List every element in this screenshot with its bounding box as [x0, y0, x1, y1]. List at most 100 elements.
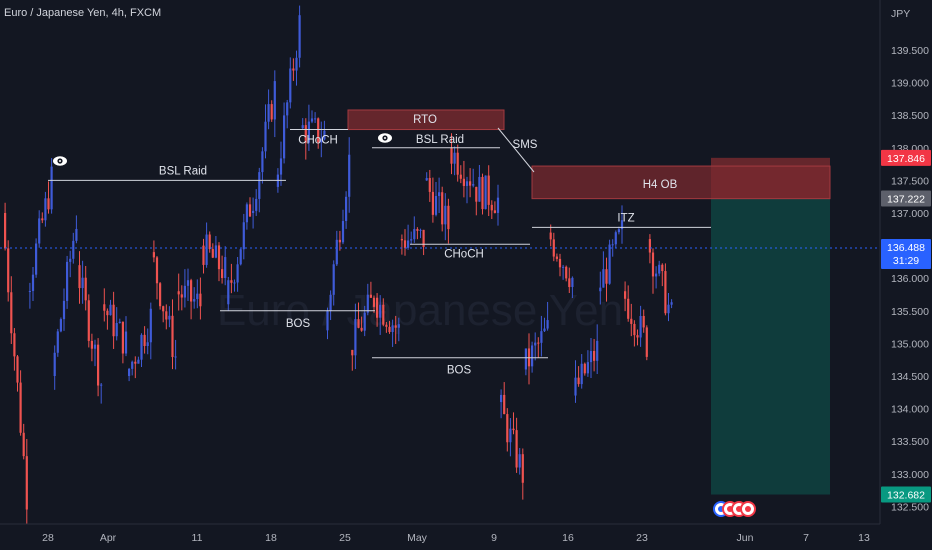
price-tick-label: 135.500 — [891, 306, 929, 318]
candle-body — [481, 176, 484, 210]
price-tick-label: 137.500 — [891, 175, 929, 187]
candle-body — [25, 456, 28, 510]
candle-body — [369, 294, 372, 298]
candle-body — [217, 245, 221, 270]
candle-body — [307, 121, 310, 143]
sms-trend-line[interactable] — [497, 127, 535, 173]
sms-label: SMS — [513, 139, 538, 151]
candle-body — [180, 294, 183, 298]
price-tick-label: 133.000 — [891, 469, 929, 481]
candle-body — [493, 210, 496, 213]
candle-body — [459, 174, 462, 179]
candle-body — [534, 342, 537, 346]
candle-body — [453, 152, 456, 164]
candle-body — [630, 318, 633, 324]
candle-body — [84, 277, 87, 301]
candle-body — [41, 218, 44, 221]
candle-body — [335, 239, 338, 265]
annotation-label: CHoCH — [444, 248, 484, 260]
candle-body — [329, 294, 332, 311]
candle-body — [351, 349, 354, 356]
candle-body — [475, 186, 478, 202]
candle-body — [16, 356, 19, 383]
symbol-title[interactable]: Euro / Japanese Yen, 4h, FXCM — [4, 7, 161, 19]
candle-body — [586, 362, 589, 374]
candle-body — [131, 361, 134, 369]
candle-body — [515, 430, 518, 468]
price-tick-label: 135.000 — [891, 338, 929, 350]
candle-body — [4, 213, 7, 249]
time-tick-label: 18 — [265, 532, 277, 544]
candle-body — [239, 249, 242, 265]
candle-body — [227, 280, 230, 305]
candle-body — [301, 125, 304, 129]
candle-body — [642, 315, 645, 328]
candle-body — [472, 184, 475, 186]
candle-body — [450, 147, 453, 164]
annotation-label: BOS — [447, 365, 472, 377]
h4-ob-zone[interactable] — [531, 165, 831, 200]
price-tick-label: 134.500 — [891, 371, 929, 383]
candle-body — [503, 394, 506, 415]
candle-body — [214, 245, 217, 258]
candle-body — [93, 344, 97, 349]
candle-body — [354, 319, 357, 356]
rto-zone[interactable] — [347, 109, 505, 131]
candle-body — [348, 154, 351, 197]
candle-body — [441, 192, 444, 225]
candle-body — [388, 326, 391, 333]
candle-body — [574, 377, 577, 396]
candle-body — [636, 335, 639, 338]
candle-body — [565, 266, 568, 279]
candle-body — [645, 327, 648, 357]
candle-body — [521, 454, 524, 483]
annotation-label: BSL Raid — [159, 165, 207, 177]
price-tick-label: 134.000 — [891, 404, 929, 416]
candle-body — [462, 178, 465, 186]
candle-body — [112, 304, 115, 337]
candle-body — [298, 15, 301, 58]
candle-body — [202, 245, 205, 265]
candle-body — [555, 256, 558, 259]
candle-body — [537, 342, 540, 344]
eye-icon — [378, 133, 392, 143]
candle-body — [75, 228, 78, 241]
candle-body — [524, 348, 527, 370]
time-ticks: 28 Apr 11 18 25 May 9 16 23 Jun 7 13 — [42, 532, 870, 544]
candle-body — [487, 175, 490, 205]
candle-body — [338, 239, 341, 243]
candle-body — [10, 292, 13, 334]
candle-body — [90, 340, 93, 349]
candle-body — [115, 322, 118, 337]
annotation-label: CHoCH — [298, 135, 338, 147]
candle-body — [580, 363, 583, 385]
price-ticks: 139.500139.000138.500138.000137.500137.0… — [891, 45, 929, 513]
candle-body — [314, 118, 317, 120]
time-axis[interactable] — [0, 524, 932, 550]
time-tick-label: Apr — [100, 532, 117, 544]
time-tick-label: Jun — [737, 532, 754, 544]
price-axis[interactable] — [880, 0, 932, 550]
candle-body — [245, 204, 248, 223]
candle-body — [121, 321, 124, 354]
price-tick-label: 139.000 — [891, 78, 929, 90]
candle-body — [199, 293, 202, 307]
candle-body — [248, 204, 252, 217]
time-tick-label: 11 — [192, 532, 203, 544]
candle-body — [22, 432, 25, 457]
annotation-label: BSL Raid — [416, 134, 464, 146]
candle-body — [490, 204, 493, 211]
price-tick-label: 137.000 — [891, 208, 929, 220]
price-tick-label: 138.500 — [891, 110, 929, 122]
economic-events[interactable] — [713, 501, 756, 517]
candle-body — [608, 244, 611, 284]
annotations-layer: BSL Raid BOS CHoCH BSL Raid CHoCH BOS ITZ RTO H4… — [48, 114, 711, 377]
candle-body — [658, 264, 661, 274]
candle-body — [97, 344, 100, 386]
take-profit-zone[interactable] — [711, 198, 830, 495]
candle-body — [273, 81, 276, 120]
candle-body — [428, 178, 431, 192]
candle-body — [366, 294, 369, 313]
